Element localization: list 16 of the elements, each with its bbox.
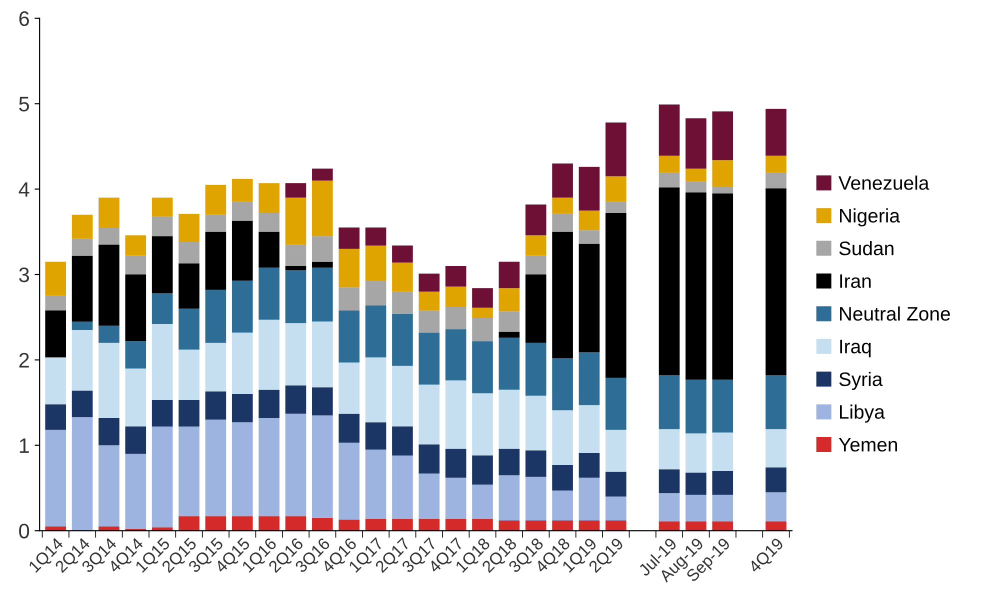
- y-tick-label: 1: [20, 438, 29, 453]
- legend-label: Yemen: [838, 438, 897, 452]
- legend-label: Iraq: [840, 340, 871, 358]
- y-tick-label: 3: [19, 268, 29, 282]
- y-tick-label: 0: [19, 524, 30, 538]
- legend-label: Neutral Zone: [840, 306, 950, 321]
- legend-label: Venezuela: [838, 176, 930, 190]
- y-tick-label: 2: [19, 352, 29, 368]
- y-tick-label: 4: [18, 182, 30, 197]
- legend-label: Libya: [840, 404, 885, 423]
- legend-label: Nigeria: [840, 208, 900, 226]
- legend-label: Syria: [839, 372, 883, 390]
- y-tick-label: 5: [19, 96, 30, 112]
- legend-label: Sudan: [839, 241, 894, 256]
- y-tick-label: 6: [19, 11, 29, 26]
- legend-label: Iran: [840, 274, 871, 288]
